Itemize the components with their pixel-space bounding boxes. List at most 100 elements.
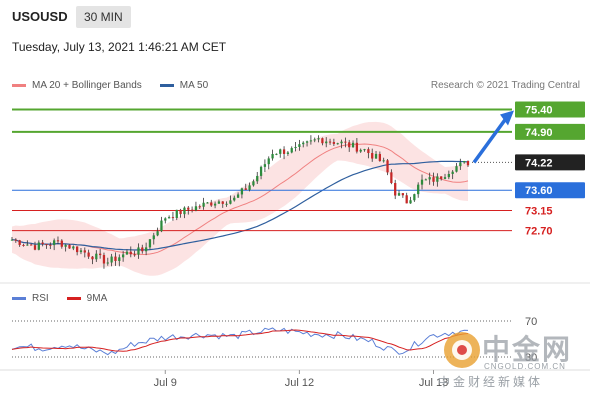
- candle-body: [129, 251, 132, 255]
- candle: [244, 183, 247, 191]
- candle-body: [332, 142, 336, 144]
- candle: [26, 240, 29, 246]
- research-credit: Research © 2021 Trading Central: [430, 80, 580, 91]
- interval-tab[interactable]: 30 MIN: [76, 6, 131, 28]
- candle-body: [279, 149, 282, 154]
- level-label-bg-73.60: [515, 182, 585, 199]
- candle-body: [76, 246, 79, 253]
- candle: [183, 206, 186, 219]
- candle: [213, 201, 217, 209]
- candle: [279, 148, 282, 158]
- candle-body: [98, 253, 102, 256]
- candle-body: [156, 231, 159, 236]
- legend-bollinger-swatch: [12, 84, 26, 87]
- candle-body: [18, 240, 21, 245]
- candle-body: [294, 146, 297, 149]
- tab-bar: USOUSD 30 MIN: [0, 0, 590, 34]
- candle: [167, 215, 171, 219]
- timestamp: Tuesday, July 13, 2021 1:46:21 AM CET: [12, 40, 227, 54]
- rsi-level-label-30: 30: [525, 352, 537, 364]
- candle-body: [37, 242, 40, 250]
- candle-body: [229, 200, 232, 204]
- candle: [76, 246, 79, 256]
- candle-body: [206, 202, 209, 204]
- candle-body: [148, 239, 152, 248]
- candle: [156, 227, 159, 237]
- target-arrow-head: [500, 110, 514, 126]
- legend-9ma-swatch: [66, 297, 81, 300]
- target-arrow-shaft: [472, 117, 508, 164]
- candle: [144, 242, 148, 256]
- candle-body: [313, 139, 316, 141]
- candle-body: [317, 138, 320, 140]
- candle: [378, 151, 382, 162]
- candle: [106, 257, 109, 266]
- candle: [102, 252, 106, 269]
- candle-body: [79, 250, 83, 253]
- x-tick-label: Jul 9: [154, 377, 177, 389]
- candle: [443, 173, 447, 180]
- candle-body: [83, 250, 86, 253]
- candle: [118, 254, 121, 267]
- candle: [160, 216, 163, 233]
- candle: [386, 159, 389, 176]
- candle: [252, 179, 255, 187]
- candle-body: [359, 149, 362, 152]
- candle-body: [390, 172, 393, 184]
- candle: [413, 193, 416, 202]
- candle: [359, 148, 362, 153]
- candle-body: [344, 141, 347, 143]
- legend-rsi-label: RSI: [32, 293, 49, 304]
- level-label-bg-75.40: [515, 101, 585, 118]
- candle: [33, 241, 37, 251]
- candles: [10, 135, 470, 269]
- candle: [98, 248, 102, 259]
- level-labels: 75.40 74.90 74.22 73.60 73.15 72.70: [515, 101, 585, 238]
- candle-body: [33, 245, 37, 250]
- candle-body: [233, 197, 236, 201]
- watermark-subtitle: 中金财经新媒体: [438, 375, 544, 389]
- candle: [440, 176, 443, 181]
- x-tick-label: Jul 13: [419, 377, 448, 389]
- candle: [133, 250, 136, 257]
- legend-rsi: RSI: [12, 293, 49, 304]
- candle-body: [466, 160, 470, 166]
- candle-body: [87, 252, 90, 257]
- candle-body: [275, 153, 278, 155]
- candle: [374, 151, 378, 159]
- candle-body: [210, 202, 213, 206]
- candle-body: [409, 200, 412, 204]
- candle-body: [355, 142, 359, 152]
- candle: [256, 171, 259, 184]
- candle: [87, 249, 90, 259]
- candle-body: [417, 184, 420, 195]
- candle: [148, 238, 152, 250]
- candle: [202, 197, 205, 210]
- candle: [424, 178, 427, 181]
- candle-body: [217, 201, 221, 204]
- candle-body: [72, 246, 75, 249]
- candle: [14, 238, 17, 243]
- candle: [91, 256, 94, 265]
- candle-body: [49, 244, 52, 246]
- candle: [332, 138, 336, 146]
- candle-body: [202, 202, 205, 207]
- candle: [53, 238, 56, 251]
- watermark-brand: 中金网: [482, 333, 573, 366]
- candle: [466, 160, 470, 168]
- level-lines: [12, 108, 512, 232]
- watermark: 中金网 CNGOLD.COM.CN 中金财经新媒体: [438, 328, 588, 394]
- symbol-tab[interactable]: USOUSD: [12, 9, 68, 24]
- candle: [271, 149, 274, 161]
- candle: [321, 137, 324, 146]
- candle-body: [420, 179, 424, 185]
- candle: [459, 158, 462, 170]
- candle: [328, 138, 332, 145]
- candle-body: [328, 141, 332, 143]
- candle: [229, 195, 232, 205]
- candle: [463, 160, 466, 164]
- legend-ma50-swatch: [159, 84, 174, 87]
- candle: [313, 137, 316, 143]
- candle-body: [110, 256, 113, 263]
